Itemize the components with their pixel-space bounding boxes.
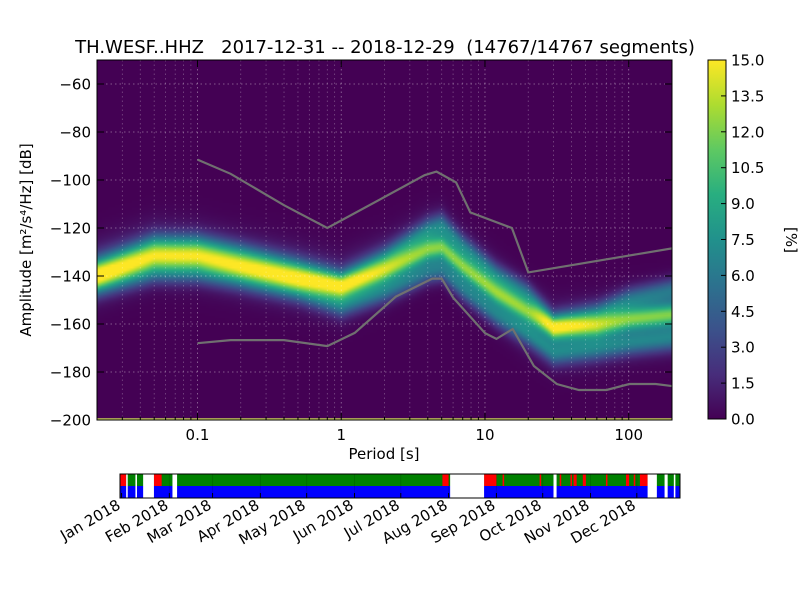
timeline-gap-mark [626,474,630,486]
noise-models [197,158,672,392]
chart-title: TH.WESF..HHZ 2017-12-31 -- 2018-12-29 (1… [74,37,695,58]
y-tick-label: −140 [50,268,91,286]
y-tick-label: −160 [50,316,91,334]
timeline-gap-mark [120,474,127,486]
colorbar-gradient [708,60,726,419]
y-tick-label: −80 [59,124,91,142]
timeline-missing-segment [126,474,128,498]
timeline-gap-mark [539,474,542,486]
y-tick-label: −120 [50,220,91,238]
y-tick-label: −200 [50,412,91,430]
grid-lines [97,60,672,420]
timeline-gap-mark [633,474,636,486]
colorbar-label: [%] [782,227,800,253]
timeline-missing-segment [647,474,657,498]
colorbar-tick-label: 3.0 [731,339,755,357]
timeline-gap-mark [570,474,573,486]
timeline-gap-mark [153,474,156,486]
y-tick-label: −60 [59,76,91,94]
timeline-missing-segment [664,474,668,498]
colorbar-tick-label: 15.0 [731,52,764,70]
colorbar-tick-label: 9.0 [731,195,755,213]
timeline-gap-mark [605,474,608,486]
x-tick-label: 10 [475,426,494,444]
timeline-gap-mark [559,474,562,486]
colorbar-tick-label: 10.5 [731,159,764,177]
timeline-missing-segment [673,474,676,498]
y-tick-label: −100 [50,172,91,190]
timeline-missing-segment [172,474,178,498]
psd-heatmap [97,60,672,420]
timeline-missing-segment [143,474,154,498]
colorbar-tick-label: 13.5 [731,87,764,105]
new-low-noise-model-line [197,277,672,392]
colorbar-tick-label: 7.5 [731,231,755,249]
colorbar-tick-label: 0.0 [731,411,755,429]
timeline-missing-segment [450,474,485,498]
x-tick-label: 1 [336,426,346,444]
timeline-frame [119,473,681,499]
new-high-noise-model-line [197,158,672,274]
colorbar-tick-label: 6.0 [731,267,755,285]
x-axis-ticks: 0.1 1 10 100 [96,60,673,444]
timeline-missing-segment [135,474,137,498]
y-axis-ticks: −60 −80 −100 −120 −140 −160 −180 −200 [50,76,672,430]
timeline-gap-mark [155,474,162,486]
y-tick-label: −180 [50,364,91,382]
timeline-gap-mark [484,474,497,486]
timeline-gap-mark [573,474,577,486]
colorbar-tick-label: 12.0 [731,123,764,141]
colorbar-ticks: 0.0 1.5 3.0 4.5 6.0 7.5 9.0 10.5 12.0 13.5 15.0 [721,52,764,429]
colorbar: 0.0 1.5 3.0 4.5 6.0 7.5 9.0 10.5 12.0 13.5 15.0 [%… [707,52,800,429]
timeline-used-band [120,474,680,486]
timeline-bars [120,474,680,498]
colorbar-tick-label: 1.5 [731,375,755,393]
timeline-gap-mark [639,474,648,486]
timeline-gap-mark [502,474,505,486]
psd-plot: 0.1 1 10 100 −60 −80 −100 −120 −140 −160 −180 −200 [50,59,673,444]
timeline-missing-segment [553,474,557,498]
x-axis-label: Period [s] [348,445,419,463]
x-tick-label: 0.1 [186,426,210,444]
x-tick-label: 100 [614,426,643,444]
timeline-gap-mark [442,474,449,486]
colorbar-tick-label: 4.5 [731,303,755,321]
timeline-gap-mark [582,474,586,486]
y-axis-label: Amplitude [m²/s⁴/Hz] [dB] [17,143,35,336]
